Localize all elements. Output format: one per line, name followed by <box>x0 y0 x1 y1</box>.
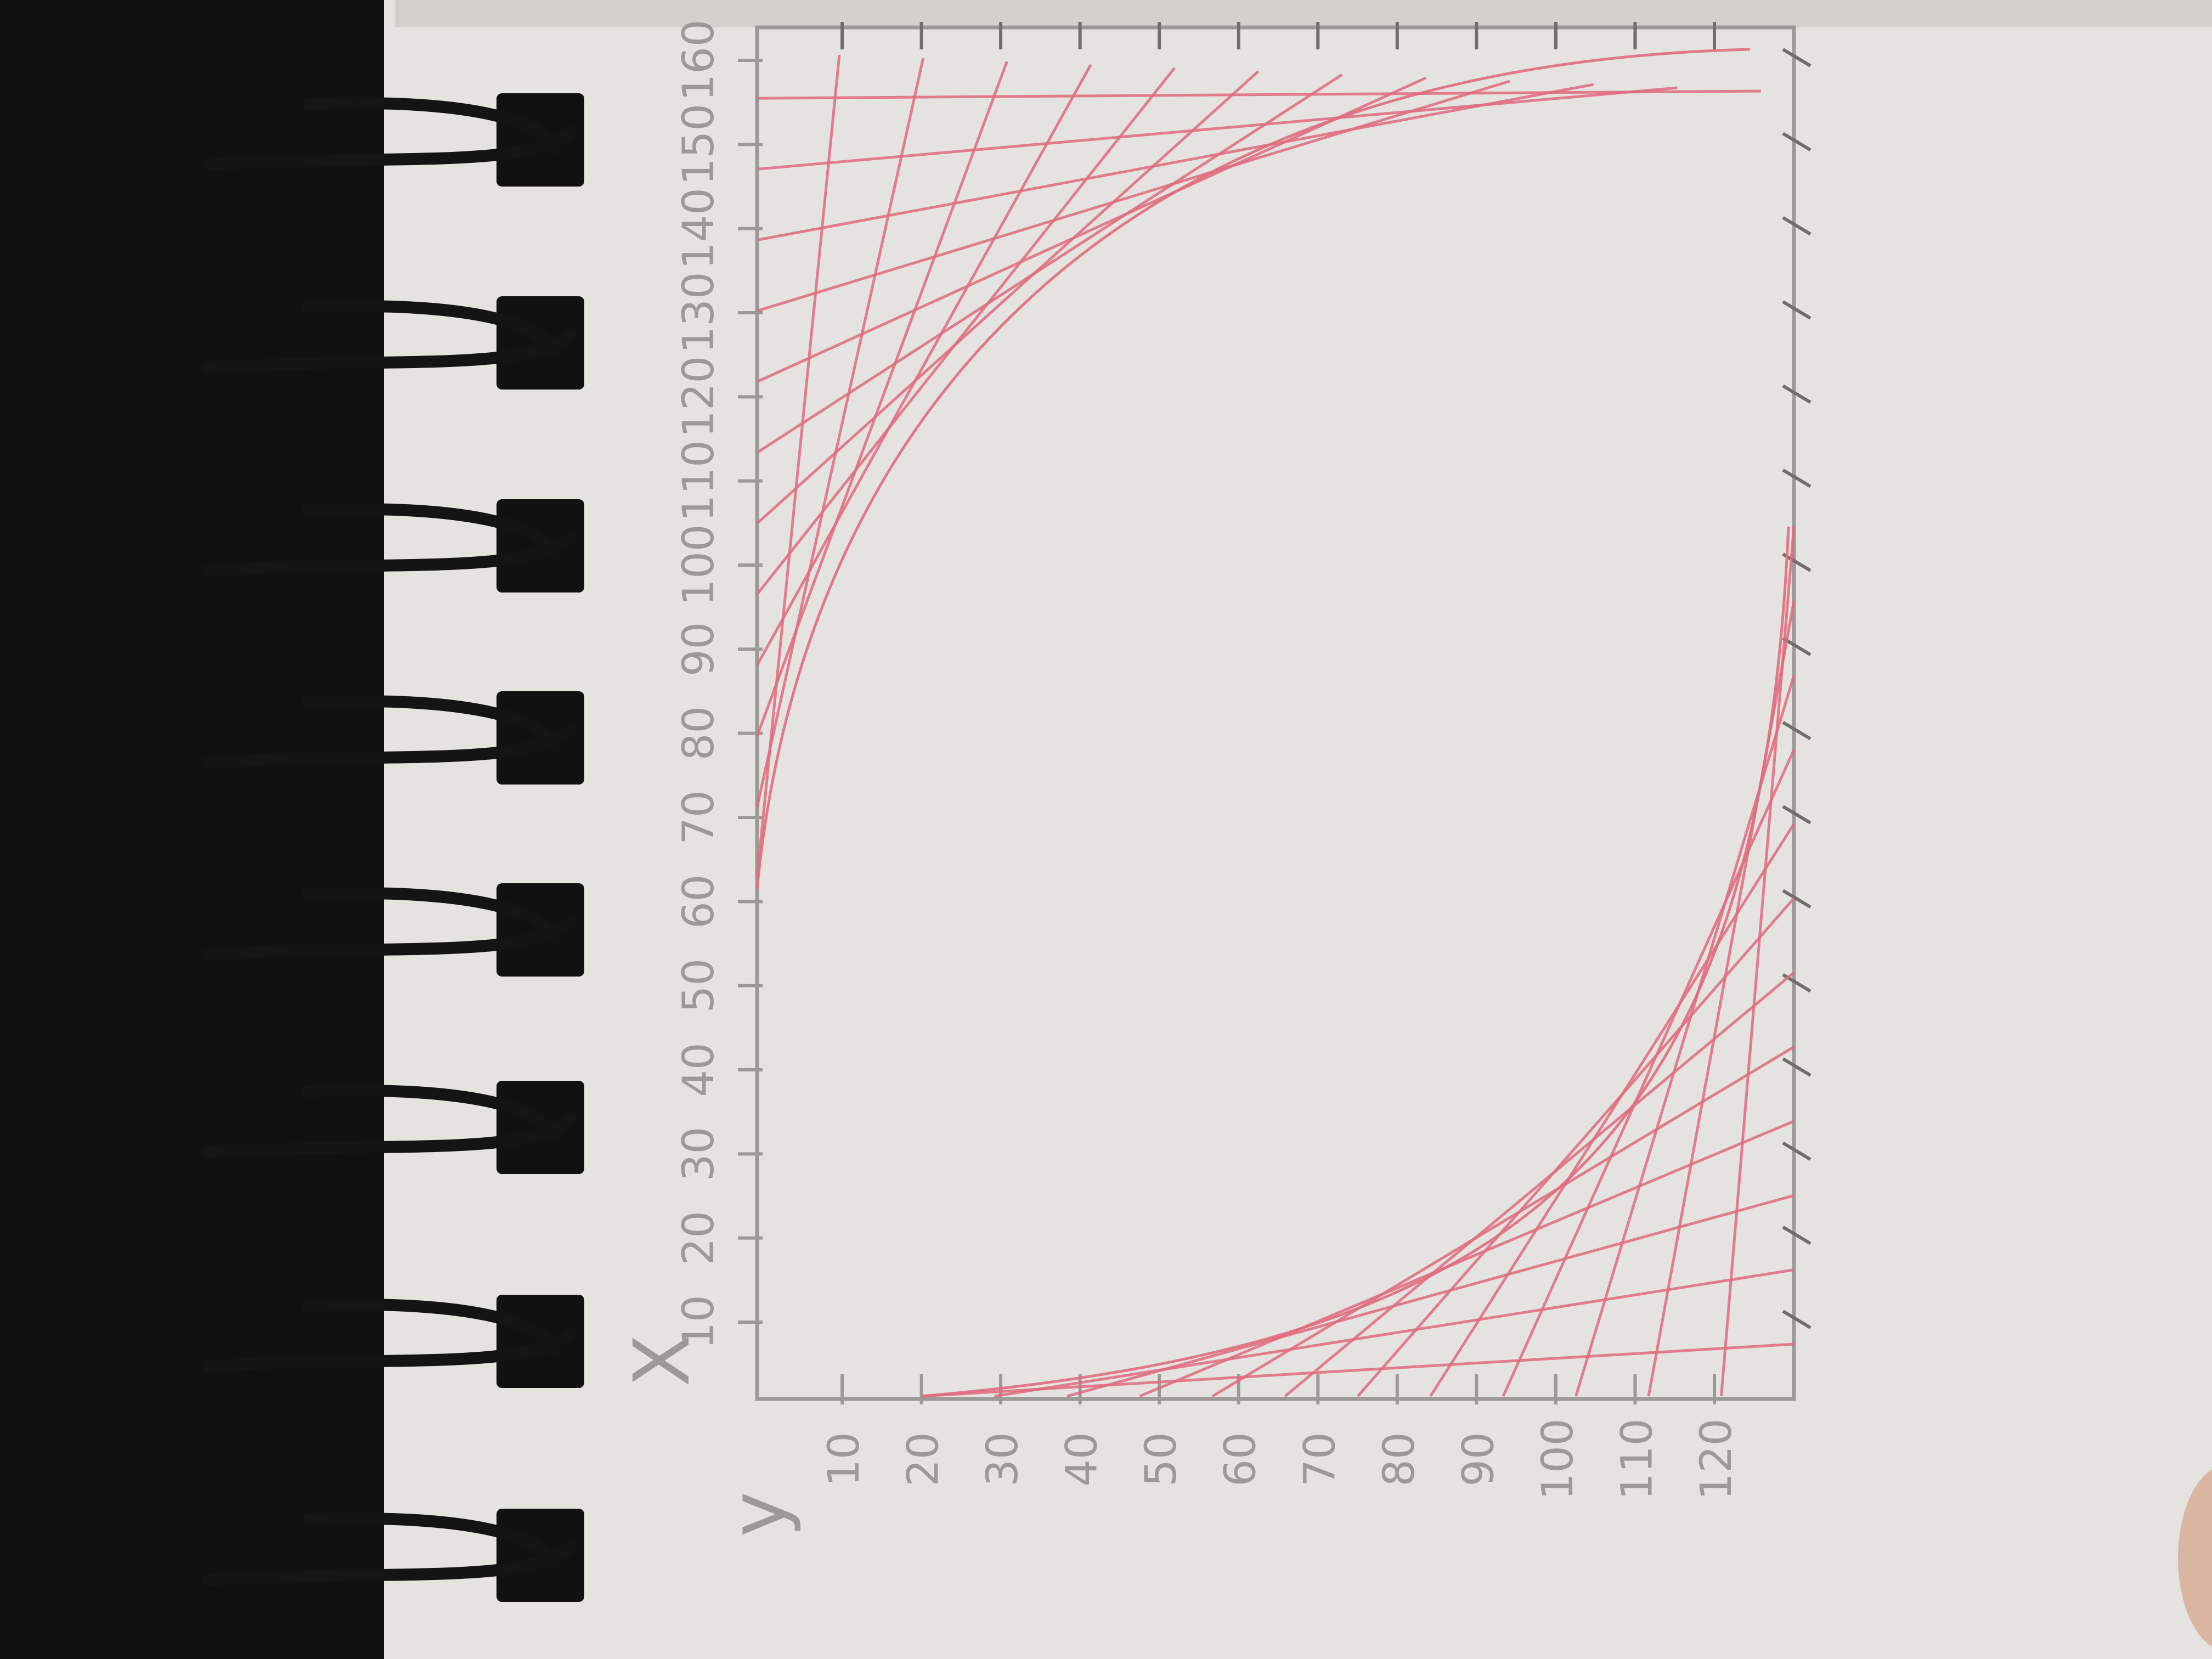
x-axis-letter: X <box>618 1334 707 1387</box>
binding-ring <box>301 1085 560 1142</box>
string-line <box>757 89 1762 100</box>
binding-ring <box>202 329 577 374</box>
string-line <box>755 61 1008 737</box>
frame-ticks <box>738 22 1812 1404</box>
string-line <box>1429 823 1796 1397</box>
y-axis-label: 60 <box>1216 1432 1266 1486</box>
binding-ring <box>301 300 560 357</box>
string-line <box>921 1342 1795 1398</box>
x-axis-label: 90 <box>674 622 724 676</box>
string-line <box>1139 1120 1795 1398</box>
y-axis-label: 10 <box>820 1432 869 1486</box>
y-axis-label: 20 <box>899 1432 949 1486</box>
x-axis-label: 120 <box>674 356 724 438</box>
string-envelope-bottom <box>921 526 1790 1398</box>
right-tick <box>1782 300 1812 320</box>
y-axis-label: 90 <box>1454 1432 1503 1486</box>
x-axis-label: 20 <box>674 1211 724 1265</box>
y-axis-label: 80 <box>1375 1432 1424 1486</box>
right-tick <box>1782 48 1812 67</box>
right-tick <box>1782 216 1812 236</box>
string-art-drawing: 102030405060708090100110120130140150160 … <box>618 20 1812 1537</box>
binding-ring <box>301 887 560 944</box>
string-line <box>1357 897 1795 1397</box>
x-axis-label: 30 <box>674 1127 724 1181</box>
x-axis-label: 150 <box>674 104 724 185</box>
paper-page <box>384 0 2212 1659</box>
y-axis-label: 30 <box>978 1432 1028 1486</box>
string-line <box>756 70 1260 525</box>
right-tick <box>1782 1057 1812 1077</box>
notebook-cover <box>0 0 395 1659</box>
spiral-binding <box>202 93 584 1602</box>
y-axis-label: 50 <box>1137 1432 1186 1486</box>
binding-ring <box>301 1513 560 1570</box>
string-line <box>755 64 1092 666</box>
string-line <box>1066 1194 1795 1398</box>
x-axis-label: 10 <box>674 1295 724 1349</box>
drawing-frame <box>755 25 1796 1401</box>
x-axis-label: 70 <box>674 790 724 844</box>
x-axis-label: 100 <box>674 524 724 606</box>
x-axis-label: 50 <box>674 958 724 1013</box>
x-axis-label: 160 <box>674 20 724 101</box>
right-tick <box>1782 805 1812 825</box>
y-axis-label: 110 <box>1612 1419 1662 1500</box>
y-axis-label: 120 <box>1692 1419 1741 1500</box>
string-line <box>757 80 1510 313</box>
x-axis-label: 130 <box>674 272 724 354</box>
string-envelope-top <box>755 48 1751 889</box>
fingertip <box>2178 1469 2212 1647</box>
x-axis-label: 110 <box>674 440 724 522</box>
string-line <box>755 58 925 808</box>
binding-ring <box>301 503 560 560</box>
x-axis-label: 80 <box>674 706 724 760</box>
string-line <box>756 73 1343 454</box>
binding-ring <box>202 724 577 769</box>
binding-ring <box>202 1541 577 1586</box>
string-line <box>756 76 1427 383</box>
string-lines <box>755 48 1796 1398</box>
right-tick <box>1782 1226 1812 1245</box>
binding-ring <box>301 97 560 154</box>
x-axis-label: 60 <box>674 874 724 929</box>
y-axis-letter: y <box>714 1492 803 1537</box>
y-axis-label: 100 <box>1533 1419 1583 1500</box>
top-page-edge <box>395 0 2212 27</box>
x-axis-label: 140 <box>674 188 724 269</box>
right-tick <box>1782 1310 1812 1329</box>
string-line <box>757 83 1594 241</box>
string-line <box>994 1268 1795 1398</box>
right-tick <box>1782 384 1812 404</box>
right-tick <box>1782 1141 1812 1161</box>
binding-ring <box>202 1113 577 1158</box>
right-tick <box>1782 889 1812 909</box>
binding-ring <box>301 695 560 752</box>
binding-ring <box>202 916 577 961</box>
y-axis-labels: 10 20 30 40 50 60 70 80 90 100 110 120 <box>820 1419 1741 1500</box>
y-axis-label: 40 <box>1058 1432 1107 1486</box>
right-tick <box>1782 132 1812 151</box>
y-axis-label: 70 <box>1295 1432 1345 1486</box>
string-line <box>756 67 1176 595</box>
string-line <box>1284 971 1795 1397</box>
string-line <box>757 86 1678 171</box>
string-line <box>1211 1046 1795 1398</box>
right-tick <box>1782 469 1812 488</box>
binding-ring <box>202 126 577 171</box>
string-line <box>1720 526 1796 1397</box>
binding-ring <box>202 1327 577 1372</box>
x-axis-label: 40 <box>674 1042 724 1097</box>
right-tick <box>1782 721 1812 741</box>
binding-ring <box>202 532 577 577</box>
binding-ring <box>301 1299 560 1356</box>
